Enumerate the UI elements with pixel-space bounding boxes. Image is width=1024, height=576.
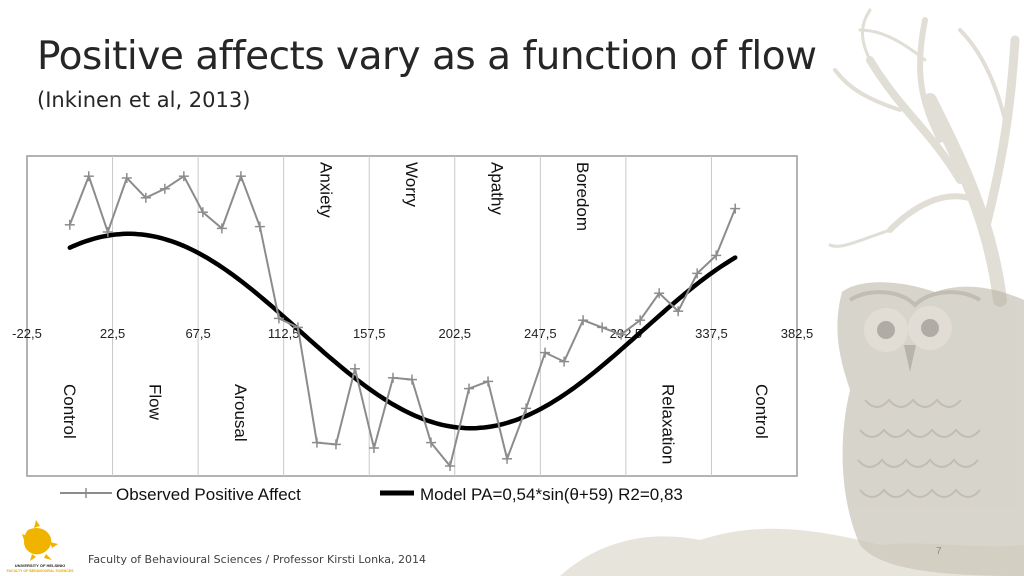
observed-point-9 [235, 171, 246, 182]
observed-point-29 [616, 329, 627, 340]
observed-point-22 [483, 376, 494, 387]
observed-point-2 [102, 227, 113, 237]
observed-point-16 [368, 443, 379, 453]
x-tick-label-6: 247,5 [524, 326, 557, 341]
observed-point-11 [273, 313, 284, 324]
region-label-top-2: Apathy [488, 162, 507, 215]
x-tick-label-3: 112,5 [268, 326, 300, 341]
observed-point-34 [711, 250, 722, 261]
observed-point-35 [730, 203, 741, 214]
plot-frame [26, 155, 798, 477]
region-label-bottom-3: Relaxation [659, 384, 678, 464]
x-tick-label-2: 67,5 [185, 326, 210, 341]
observed-point-14 [330, 439, 341, 450]
observed-point-26 [559, 356, 570, 367]
observed-point-15 [349, 363, 360, 374]
x-tick-label-5: 202,5 [439, 326, 472, 341]
x-tick-label-8: 337,5 [695, 326, 728, 341]
observed-point-31 [654, 288, 665, 299]
legend-model-label: Model PA=0,54*sin(θ+59) R2=0,83 [420, 485, 683, 504]
model-curve-line [67, 231, 738, 431]
region-label-bottom-4: Control [752, 384, 771, 439]
observed-point-32 [673, 306, 684, 317]
region-label-top-1: Worry [402, 162, 421, 208]
region-label-bottom-0: Control [60, 384, 79, 439]
x-tick-label-4: 157,5 [353, 326, 386, 341]
logo-university-name: UNIVERSITY OF HELSINKI [14, 563, 66, 568]
region-label-top-3: Boredom [573, 162, 592, 231]
observed-point-6 [178, 171, 189, 182]
observed-point-18 [407, 374, 417, 385]
observed-point-8 [216, 223, 227, 234]
observed-point-20 [445, 461, 456, 471]
page-number: 7 [936, 546, 942, 557]
x-tick-label-1: 22,5 [100, 326, 125, 341]
x-tick-label-9: 382,5 [781, 326, 814, 341]
logo-faculty-name: FACULTY OF BEHAVIOURAL SCIENCES [6, 569, 74, 573]
slide-title: Positive affects vary as a function of f… [37, 34, 817, 79]
slide-subtitle: (Inkinen et al, 2013) [37, 88, 251, 112]
observed-point-12 [292, 322, 303, 333]
observed-point-13 [311, 437, 322, 448]
region-label-bottom-1: Flow [145, 384, 164, 421]
observed-point-3 [121, 173, 132, 183]
observed-point-33 [692, 268, 703, 279]
region-label-bottom-2: Arousal [231, 384, 250, 442]
slide-footer: Faculty of Behavioural Sciences / Profes… [88, 553, 426, 566]
helsinki-flame-logo-icon [22, 520, 58, 561]
observed-point-30 [635, 315, 646, 326]
x-tick-label-0: -22,5 [12, 326, 42, 341]
observed-point-27 [578, 315, 589, 326]
observed-series-line [68, 173, 737, 469]
observed-point-10 [254, 221, 265, 232]
legend-observed-label: Observed Positive Affect [116, 485, 301, 504]
region-label-top-0: Anxiety [316, 162, 335, 218]
observed-point-7 [197, 207, 208, 218]
university-logo: UNIVERSITY OF HELSINKI FACULTY OF BEHAVI… [6, 516, 74, 574]
observed-point-25 [540, 347, 551, 358]
observed-point-0 [64, 219, 75, 230]
observed-point-21 [464, 383, 475, 394]
observed-point-28 [597, 322, 608, 333]
observed-point-19 [426, 437, 437, 448]
observed-point-17 [387, 372, 398, 383]
observed-point-5 [159, 183, 170, 194]
observed-point-1 [83, 171, 94, 182]
observed-point-4 [140, 192, 151, 203]
observed-point-23 [502, 453, 513, 464]
observed-point-24 [521, 403, 532, 414]
